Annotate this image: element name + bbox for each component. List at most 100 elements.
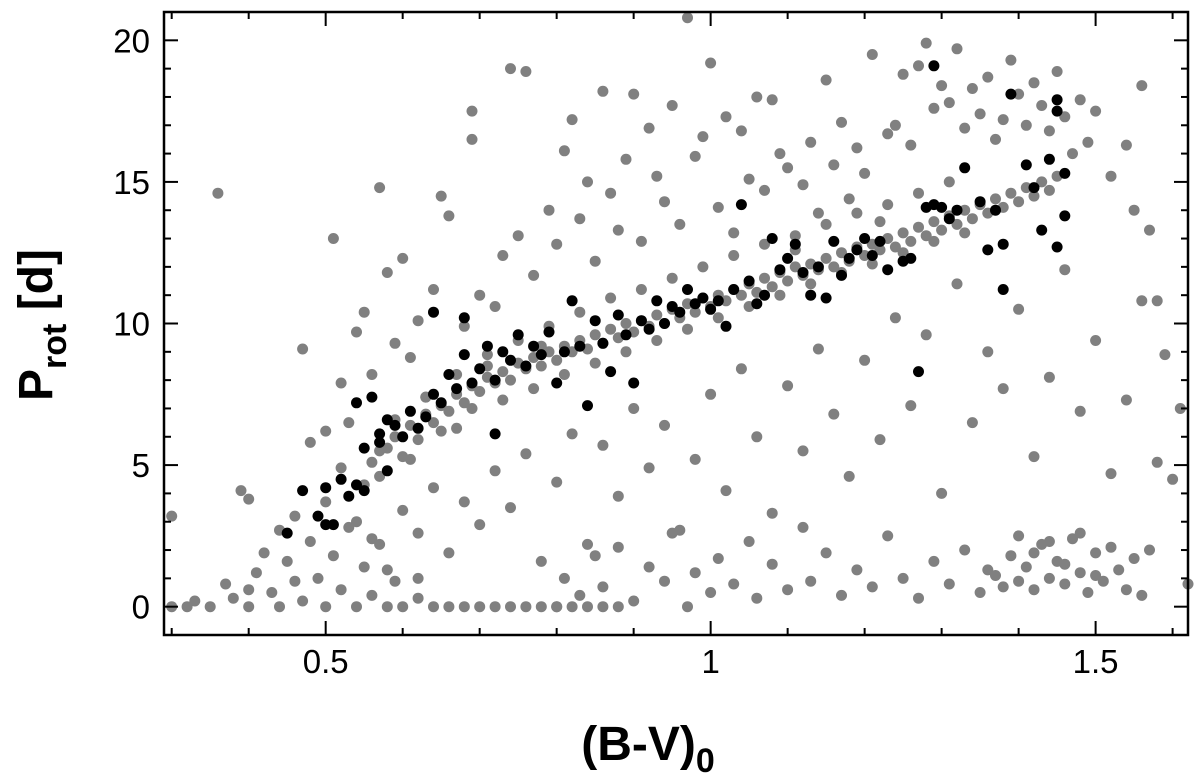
black-point-109 <box>1059 210 1071 222</box>
gray-point-10 <box>281 555 293 567</box>
black-point-84 <box>882 264 894 276</box>
black-point-15 <box>381 414 393 426</box>
gray-point-206 <box>735 289 747 301</box>
gray-point-333 <box>1090 335 1102 346</box>
black-point-61 <box>705 303 717 315</box>
gray-point-200 <box>689 306 701 318</box>
black-point-45 <box>582 400 593 412</box>
gray-point-358 <box>805 575 817 587</box>
gray-point-107 <box>782 162 794 174</box>
gray-point-45 <box>304 436 316 448</box>
gray-point-11 <box>289 575 301 587</box>
gray-point-307 <box>689 453 701 465</box>
gray-point-148 <box>1105 170 1117 182</box>
black-point-24 <box>435 397 447 409</box>
black-point-12 <box>366 391 378 403</box>
gray-point-291 <box>443 547 455 559</box>
gray-point-338 <box>551 601 563 613</box>
gray-point-78 <box>558 145 570 157</box>
gray-point-166 <box>428 417 439 429</box>
gray-point-405 <box>366 533 378 545</box>
gray-point-144 <box>1067 148 1078 160</box>
gray-point-2 <box>189 595 201 607</box>
gray-point-209 <box>759 272 770 284</box>
gray-point-295 <box>505 502 516 514</box>
gray-point-81 <box>582 176 593 188</box>
gray-point-199 <box>682 298 693 310</box>
gray-point-285 <box>928 235 940 247</box>
gray-point-132 <box>974 108 986 120</box>
gray-point-90 <box>651 170 663 182</box>
gray-point-261 <box>558 369 570 380</box>
gray-point-364 <box>897 572 909 584</box>
gray-point-184 <box>566 346 578 358</box>
gray-point-126 <box>928 102 940 114</box>
gray-point-282 <box>882 199 894 211</box>
gray-point-98 <box>712 201 724 213</box>
black-point-82 <box>866 250 878 261</box>
gray-point-235 <box>959 204 971 216</box>
gray-point-129 <box>951 43 963 55</box>
gray-point-328 <box>1013 303 1025 315</box>
gray-point-369 <box>974 587 986 598</box>
gray-point-263 <box>589 357 601 369</box>
gray-point-346 <box>659 575 670 587</box>
gray-point-343 <box>612 541 624 553</box>
gray-point-396 <box>1090 570 1102 581</box>
gray-point-272 <box>728 250 740 261</box>
gray-point-175 <box>497 366 509 378</box>
black-point-3 <box>320 519 332 531</box>
gray-point-76 <box>543 204 555 216</box>
gray-point-195 <box>651 309 663 321</box>
black-point-100 <box>1005 88 1017 100</box>
black-point-43 <box>566 295 578 307</box>
black-point-91 <box>936 201 948 213</box>
gray-point-300 <box>582 538 593 550</box>
gray-point-89 <box>643 122 655 134</box>
gray-point-281 <box>866 258 878 270</box>
gray-point-120 <box>882 128 894 140</box>
gray-point-323 <box>936 487 948 499</box>
gray-point-319 <box>874 434 886 446</box>
gray-point-96 <box>697 131 709 143</box>
gray-point-84 <box>605 187 617 199</box>
gray-point-381 <box>1074 567 1086 579</box>
black-point-29 <box>466 377 478 389</box>
gray-point-155 <box>1167 473 1179 485</box>
black-point-108 <box>1059 167 1071 179</box>
gray-point-85 <box>612 224 624 236</box>
black-point-75 <box>812 261 824 273</box>
gray-point-314 <box>797 445 809 457</box>
gray-point-21 <box>366 589 378 601</box>
gray-point-56 <box>397 252 409 264</box>
gray-point-365 <box>913 592 924 604</box>
gray-point-245 <box>1036 176 1048 188</box>
gray-point-368 <box>959 544 971 556</box>
gray-point-23 <box>381 601 393 613</box>
gray-point-271 <box>712 312 724 324</box>
black-point-46 <box>589 315 601 327</box>
black-point-18 <box>397 431 409 443</box>
gray-point-352 <box>728 578 740 590</box>
gray-point-204 <box>720 295 732 307</box>
gray-point-353 <box>743 536 755 547</box>
gray-point-105 <box>766 94 778 106</box>
gray-point-304 <box>643 462 655 474</box>
black-point-80 <box>851 244 863 256</box>
gray-point-311 <box>751 431 763 443</box>
black-point-63 <box>720 320 732 332</box>
gray-point-320 <box>889 312 901 324</box>
gray-point-140 <box>1036 100 1048 111</box>
black-point-35 <box>505 354 516 366</box>
black-point-41 <box>551 377 563 389</box>
gray-point-267 <box>651 335 663 346</box>
gray-point-228 <box>905 235 917 247</box>
gray-point-13 <box>304 536 316 547</box>
black-point-58 <box>682 284 693 295</box>
gray-point-164 <box>412 434 424 446</box>
black-point-95 <box>974 196 986 208</box>
gray-point-83 <box>597 85 609 97</box>
black-point-102 <box>1028 182 1040 194</box>
black-point-2 <box>312 510 324 522</box>
gray-point-384 <box>1097 575 1109 587</box>
